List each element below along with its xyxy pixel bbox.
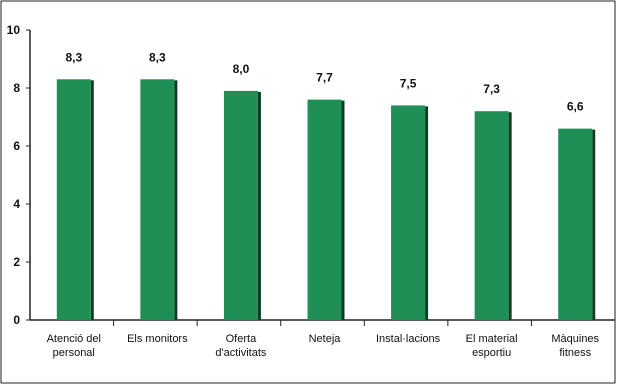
- category-label: El material esportiu: [466, 333, 518, 359]
- y-tick-label: 2: [13, 255, 20, 269]
- category-label-line: esportiu: [472, 347, 511, 359]
- y-tick-label: 4: [13, 197, 20, 211]
- bar-value-label: 7,3: [483, 82, 500, 96]
- category-label-line: Els monitors: [127, 333, 188, 345]
- category-label-line: personal: [53, 347, 95, 359]
- bar: [391, 105, 426, 321]
- bar: [474, 111, 509, 320]
- y-axis-ticks: 0 2 4 6 8 10: [7, 23, 30, 327]
- bar-shadow: [341, 100, 345, 320]
- data-labels: 8,3 8,3 8,0 7,7 7,5 7,3 6,6: [65, 50, 583, 113]
- y-tick-label: 8: [13, 81, 20, 95]
- bar-value-label: 7,5: [400, 76, 417, 90]
- bar-shadow: [508, 112, 512, 320]
- category-label-line: Oferta: [226, 333, 257, 345]
- bar-shadow: [592, 129, 596, 320]
- bar-value-label: 8,3: [65, 50, 82, 64]
- bar: [56, 79, 91, 320]
- bar-shadow: [174, 80, 178, 320]
- category-label-line: Instal·lacions: [376, 333, 441, 345]
- category-label: Atenció del personal: [47, 333, 101, 359]
- y-tick-label: 10: [7, 23, 21, 37]
- category-label: Instal·lacions: [376, 333, 441, 345]
- y-tick-label: 0: [13, 313, 20, 327]
- bar-value-label: 7,7: [316, 71, 333, 85]
- category-label-line: d'activitats: [215, 347, 267, 359]
- category-label: Els monitors: [127, 333, 188, 345]
- category-label-line: Atenció del: [47, 333, 101, 345]
- category-label: Oferta d'activitats: [215, 333, 267, 359]
- category-label: Màquines fitness: [551, 333, 599, 359]
- bar: [223, 90, 258, 321]
- bar: [558, 128, 593, 320]
- category-label-line: Màquines: [551, 333, 599, 345]
- bar-value-label: 8,3: [149, 50, 166, 64]
- category-label-line: Neteja: [309, 333, 342, 345]
- bar-shadow: [425, 106, 429, 321]
- category-label-line: El material: [466, 333, 518, 345]
- bar-shadow: [90, 80, 94, 320]
- bar-shadow: [257, 91, 261, 321]
- category-labels: Atenció del personal Els monitors Oferta d'a…: [47, 333, 600, 359]
- bar: [307, 99, 342, 320]
- category-label-line: fitness: [559, 347, 591, 359]
- bar: [140, 79, 175, 320]
- category-label: Neteja: [309, 333, 342, 345]
- x-axis-ticks: [113, 320, 532, 326]
- y-tick-label: 6: [13, 139, 20, 153]
- bar-series: [56, 79, 596, 321]
- bar-value-label: 6,6: [567, 100, 584, 114]
- bar-value-label: 8,0: [233, 62, 250, 76]
